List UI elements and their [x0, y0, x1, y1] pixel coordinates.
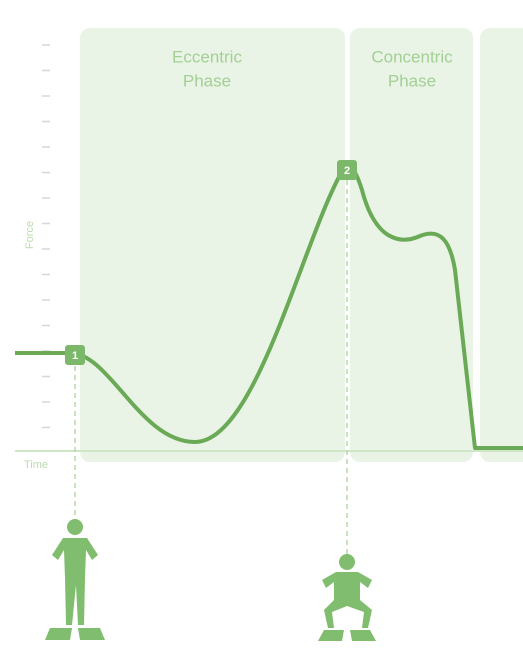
standing-figure — [45, 519, 105, 640]
phase-label: Concentric — [371, 47, 453, 66]
phase-panel — [350, 28, 473, 462]
phase-label: Eccentric — [172, 47, 242, 66]
marker — [65, 345, 85, 365]
squat-figure — [318, 554, 376, 641]
marker-label: 1 — [72, 350, 78, 362]
phase-label: Phase — [388, 71, 436, 90]
x-axis-label: Time — [24, 459, 48, 471]
phase-panel — [480, 28, 523, 462]
tick-group — [42, 44, 50, 429]
marker-label: 2 — [344, 165, 350, 177]
force-curve — [15, 165, 523, 450]
phase-panel — [80, 28, 345, 462]
phase-label: Phase — [183, 71, 231, 90]
marker — [337, 160, 357, 180]
y-axis-label: Force — [24, 221, 36, 249]
